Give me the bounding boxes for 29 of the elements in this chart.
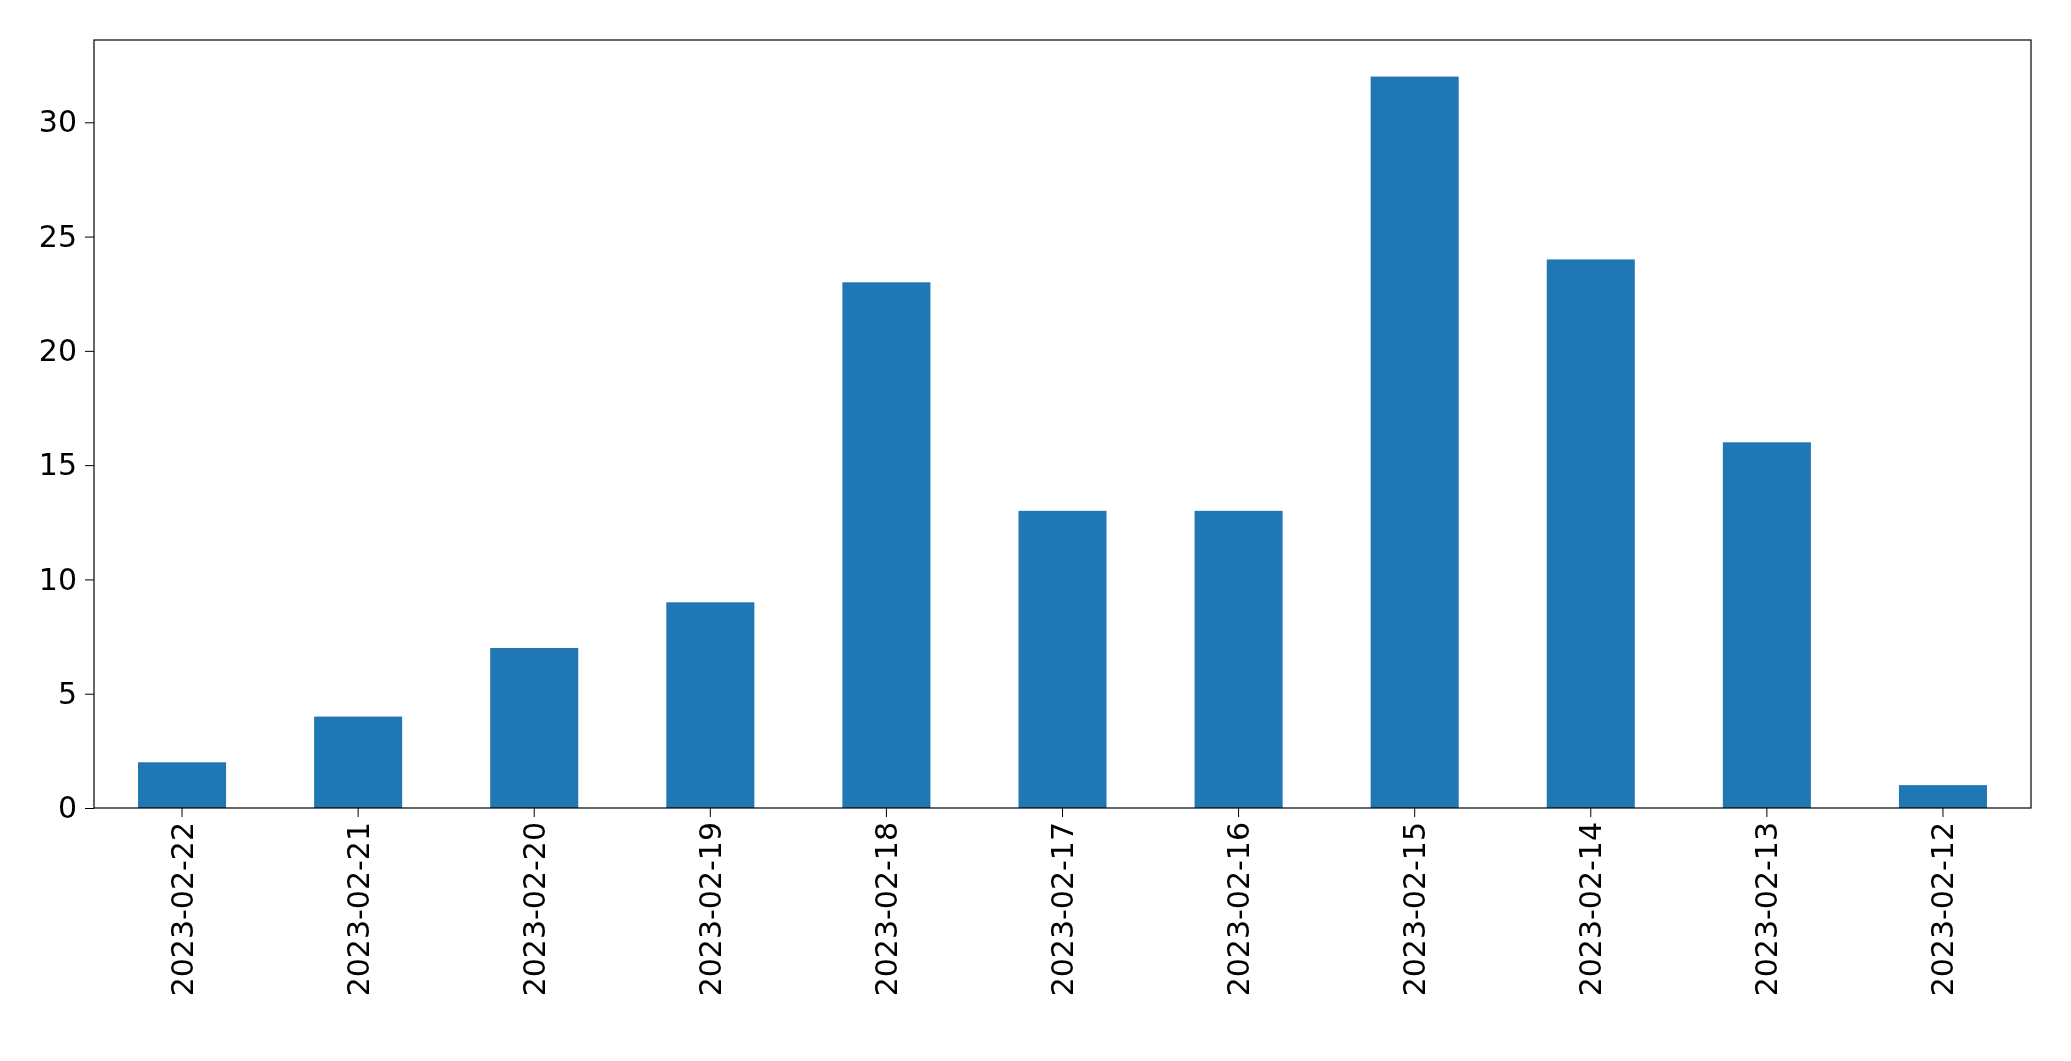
x-tick-label: 2023-02-18 (868, 822, 904, 997)
x-tick-label: 2023-02-19 (692, 822, 728, 997)
y-tick-label: 0 (57, 790, 77, 826)
x-tick-label: 2023-02-13 (1749, 822, 1785, 997)
x-tick-label: 2023-02-17 (1045, 822, 1080, 997)
bar (1722, 442, 1811, 808)
bar (314, 716, 403, 808)
bar (490, 648, 579, 808)
y-tick-label: 20 (38, 332, 77, 368)
bar (1370, 76, 1459, 808)
bar (1898, 785, 1987, 808)
bar (842, 282, 931, 808)
y-tick-label: 30 (38, 104, 77, 140)
x-tick-label: 2023-02-22 (164, 822, 200, 997)
y-tick-label: 15 (38, 447, 77, 483)
bar (666, 602, 755, 808)
bar (1546, 259, 1635, 808)
x-tick-label: 2023-02-12 (1925, 822, 1961, 997)
x-tick-label: 2023-02-16 (1221, 822, 1257, 997)
x-tick-label: 2023-02-21 (340, 822, 376, 997)
y-tick-label: 5 (57, 675, 77, 711)
x-tick-label: 2023-02-14 (1573, 822, 1609, 997)
x-tick-label: 2023-02-15 (1397, 822, 1433, 997)
x-tick-label: 2023-02-20 (516, 822, 552, 997)
y-tick-label: 10 (38, 561, 77, 597)
bar (1018, 510, 1107, 808)
y-tick-label: 25 (38, 218, 77, 254)
bar (1194, 510, 1283, 808)
bar (138, 762, 227, 808)
